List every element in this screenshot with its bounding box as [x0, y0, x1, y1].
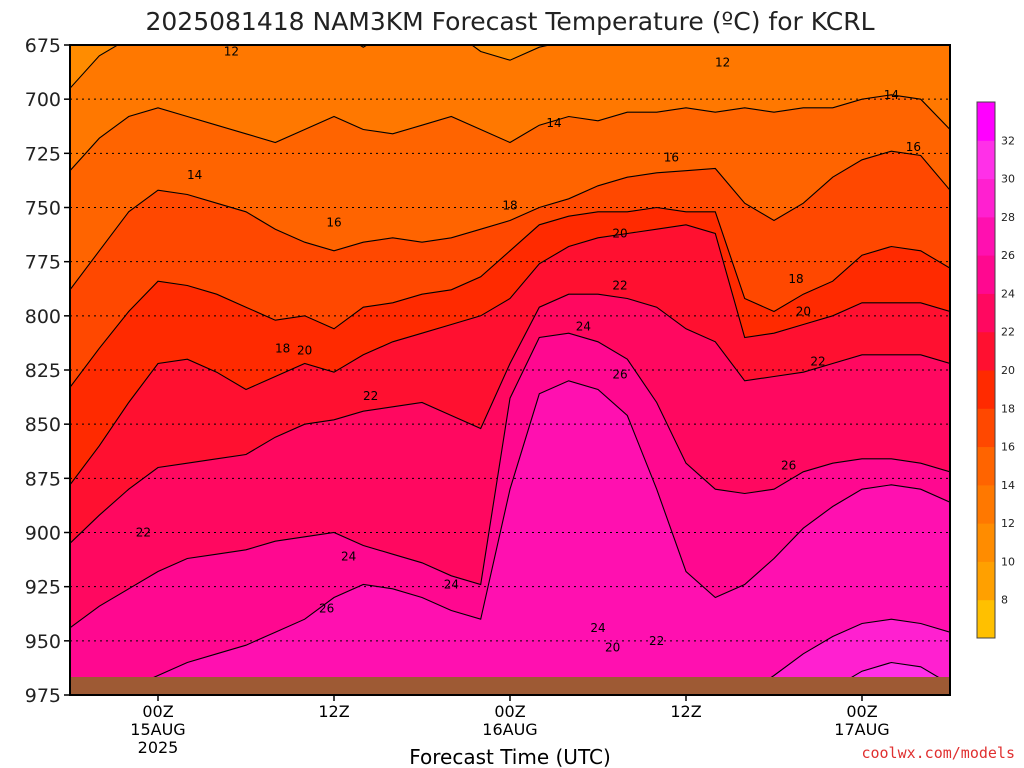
- contour-label-2: 14: [187, 168, 202, 182]
- colorbar-label-8: 8: [1001, 594, 1008, 607]
- contour-label-19: 22: [649, 634, 664, 648]
- colorbar-swatch-0: [977, 599, 995, 639]
- y-tick-label-800: 800: [25, 306, 61, 328]
- contour-12: [70, 45, 552, 89]
- colorbar-label-32: 32: [1001, 134, 1015, 147]
- colorbar-label-10: 10: [1001, 555, 1015, 568]
- colorbar-label-28: 28: [1001, 211, 1015, 224]
- x-tick-label-2-0: 00Z: [494, 702, 525, 721]
- y-tick-label-750: 750: [25, 198, 61, 220]
- contour-lines: [70, 45, 950, 695]
- x-tick-label-4-1: 17AUG: [834, 720, 889, 739]
- colorbar-label-24: 24: [1001, 287, 1015, 300]
- colorbar-swatch-3: [977, 484, 995, 524]
- contour-label-24: 26: [319, 601, 334, 615]
- colorbar-swatch-1: [977, 561, 995, 601]
- colorbar-swatch-12: [977, 140, 995, 180]
- contour-label-14: 20: [605, 640, 620, 654]
- colorbar-label-16: 16: [1001, 441, 1015, 454]
- contour-label-1: 12: [715, 55, 730, 69]
- contour-label-3: 14: [546, 116, 561, 130]
- colorbar-label-18: 18: [1001, 402, 1015, 415]
- colorbar-swatch-6: [977, 370, 995, 409]
- y-tick-label-775: 775: [25, 252, 61, 274]
- contour-label-20: 24: [341, 549, 356, 563]
- contour-label-6: 16: [664, 151, 679, 165]
- y-axis: 675 700 725 750 775 800 825 850 875 900 925 950 975: [25, 35, 70, 707]
- x-tick-label-3-0: 12Z: [670, 702, 701, 721]
- colorbar-swatch-5: [977, 408, 995, 448]
- colorbar-label-26: 26: [1001, 249, 1015, 262]
- band-26: [70, 380, 950, 695]
- y-tick-label-825: 825: [25, 360, 61, 382]
- colorbar: 8 10 12 14 16 18 20 22 24 26 28 30 32: [976, 101, 1015, 639]
- contour-label-23: 24: [590, 621, 605, 635]
- contour-label-13: 20: [796, 305, 811, 319]
- contour-26: [70, 380, 950, 695]
- contour-label-21: 24: [444, 578, 459, 592]
- x-tick-label-4-0: 00Z: [846, 702, 877, 721]
- pressure-gridlines: [70, 98, 950, 642]
- x-axis-label: Forecast Time (UTC): [409, 745, 611, 768]
- contour-label-7: 16: [906, 140, 921, 154]
- contour-label-11: 20: [297, 344, 312, 358]
- contour-22: [70, 293, 950, 544]
- colorbar-swatch-4: [977, 446, 995, 486]
- colorbar-label-20: 20: [1001, 364, 1015, 377]
- colorbar-swatch-8: [977, 293, 995, 333]
- contour-label-26: 26: [781, 458, 796, 472]
- contour-labels: 12 12 14 14 14 16 16 16 18 18 18 20 20 20 20 22 22 22 22 22…: [136, 45, 921, 655]
- colorbar-swatch-11: [977, 178, 995, 218]
- contour-label-12: 20: [612, 227, 627, 241]
- colorbar-label-12: 12: [1001, 517, 1015, 530]
- colorbar-label-22: 22: [1001, 326, 1015, 339]
- contour-label-10: 18: [788, 272, 803, 286]
- contour-label-22: 24: [576, 320, 591, 334]
- y-tick-label-950: 950: [25, 631, 61, 653]
- contour-label-25: 26: [612, 367, 627, 381]
- y-tick-label-725: 725: [25, 143, 61, 165]
- colorbar-frame: [976, 101, 996, 639]
- contour-24: [70, 332, 950, 629]
- y-tick-label-900: 900: [25, 523, 61, 545]
- colorbar-swatch-7: [977, 331, 995, 371]
- colorbar-swatch-2: [977, 523, 995, 562]
- y-tick-label-875: 875: [25, 468, 61, 490]
- colorbar-label-14: 14: [1001, 479, 1015, 492]
- contour-label-9: 18: [502, 198, 517, 212]
- contour-28: [743, 618, 950, 695]
- contour-label-17: 22: [612, 279, 627, 293]
- x-tick-label-0-0: 00Z: [142, 702, 173, 721]
- contour-label-18: 22: [810, 354, 825, 368]
- contour-label-0: 12: [224, 45, 239, 59]
- contour-label-5: 16: [326, 216, 341, 230]
- contour-label-15: 22: [136, 526, 151, 540]
- y-tick-label-675: 675: [25, 35, 61, 57]
- contour-label-16: 22: [363, 389, 378, 403]
- contour-18: [70, 206, 950, 388]
- colorbar-swatch-13: [977, 102, 995, 141]
- x-tick-label-2-1: 16AUG: [482, 720, 537, 739]
- contour-20: [70, 224, 950, 486]
- y-tick-label-925: 925: [25, 577, 61, 599]
- y-tick-label-975: 975: [25, 685, 61, 707]
- x-tick-label-1-0: 12Z: [318, 702, 349, 721]
- chart-title: 2025081418 NAM3KM Forecast Temperature (…: [145, 7, 874, 36]
- ground-surface: [70, 677, 950, 695]
- contour-16: [70, 150, 950, 291]
- x-tick-label-0-2: 2025: [138, 738, 179, 757]
- contour-label-8: 18: [275, 341, 290, 355]
- contour-14: [70, 94, 950, 172]
- colorbar-swatch-9: [977, 255, 995, 294]
- colorbar-label-30: 30: [1001, 173, 1015, 186]
- colorbar-swatch-10: [977, 216, 995, 256]
- y-tick-label-850: 850: [25, 414, 61, 436]
- y-tick-label-700: 700: [25, 89, 61, 111]
- credit-text: coolwx.com/models: [861, 744, 1015, 762]
- contour-label-4: 14: [884, 88, 899, 102]
- x-tick-label-0-1: 15AUG: [130, 720, 185, 739]
